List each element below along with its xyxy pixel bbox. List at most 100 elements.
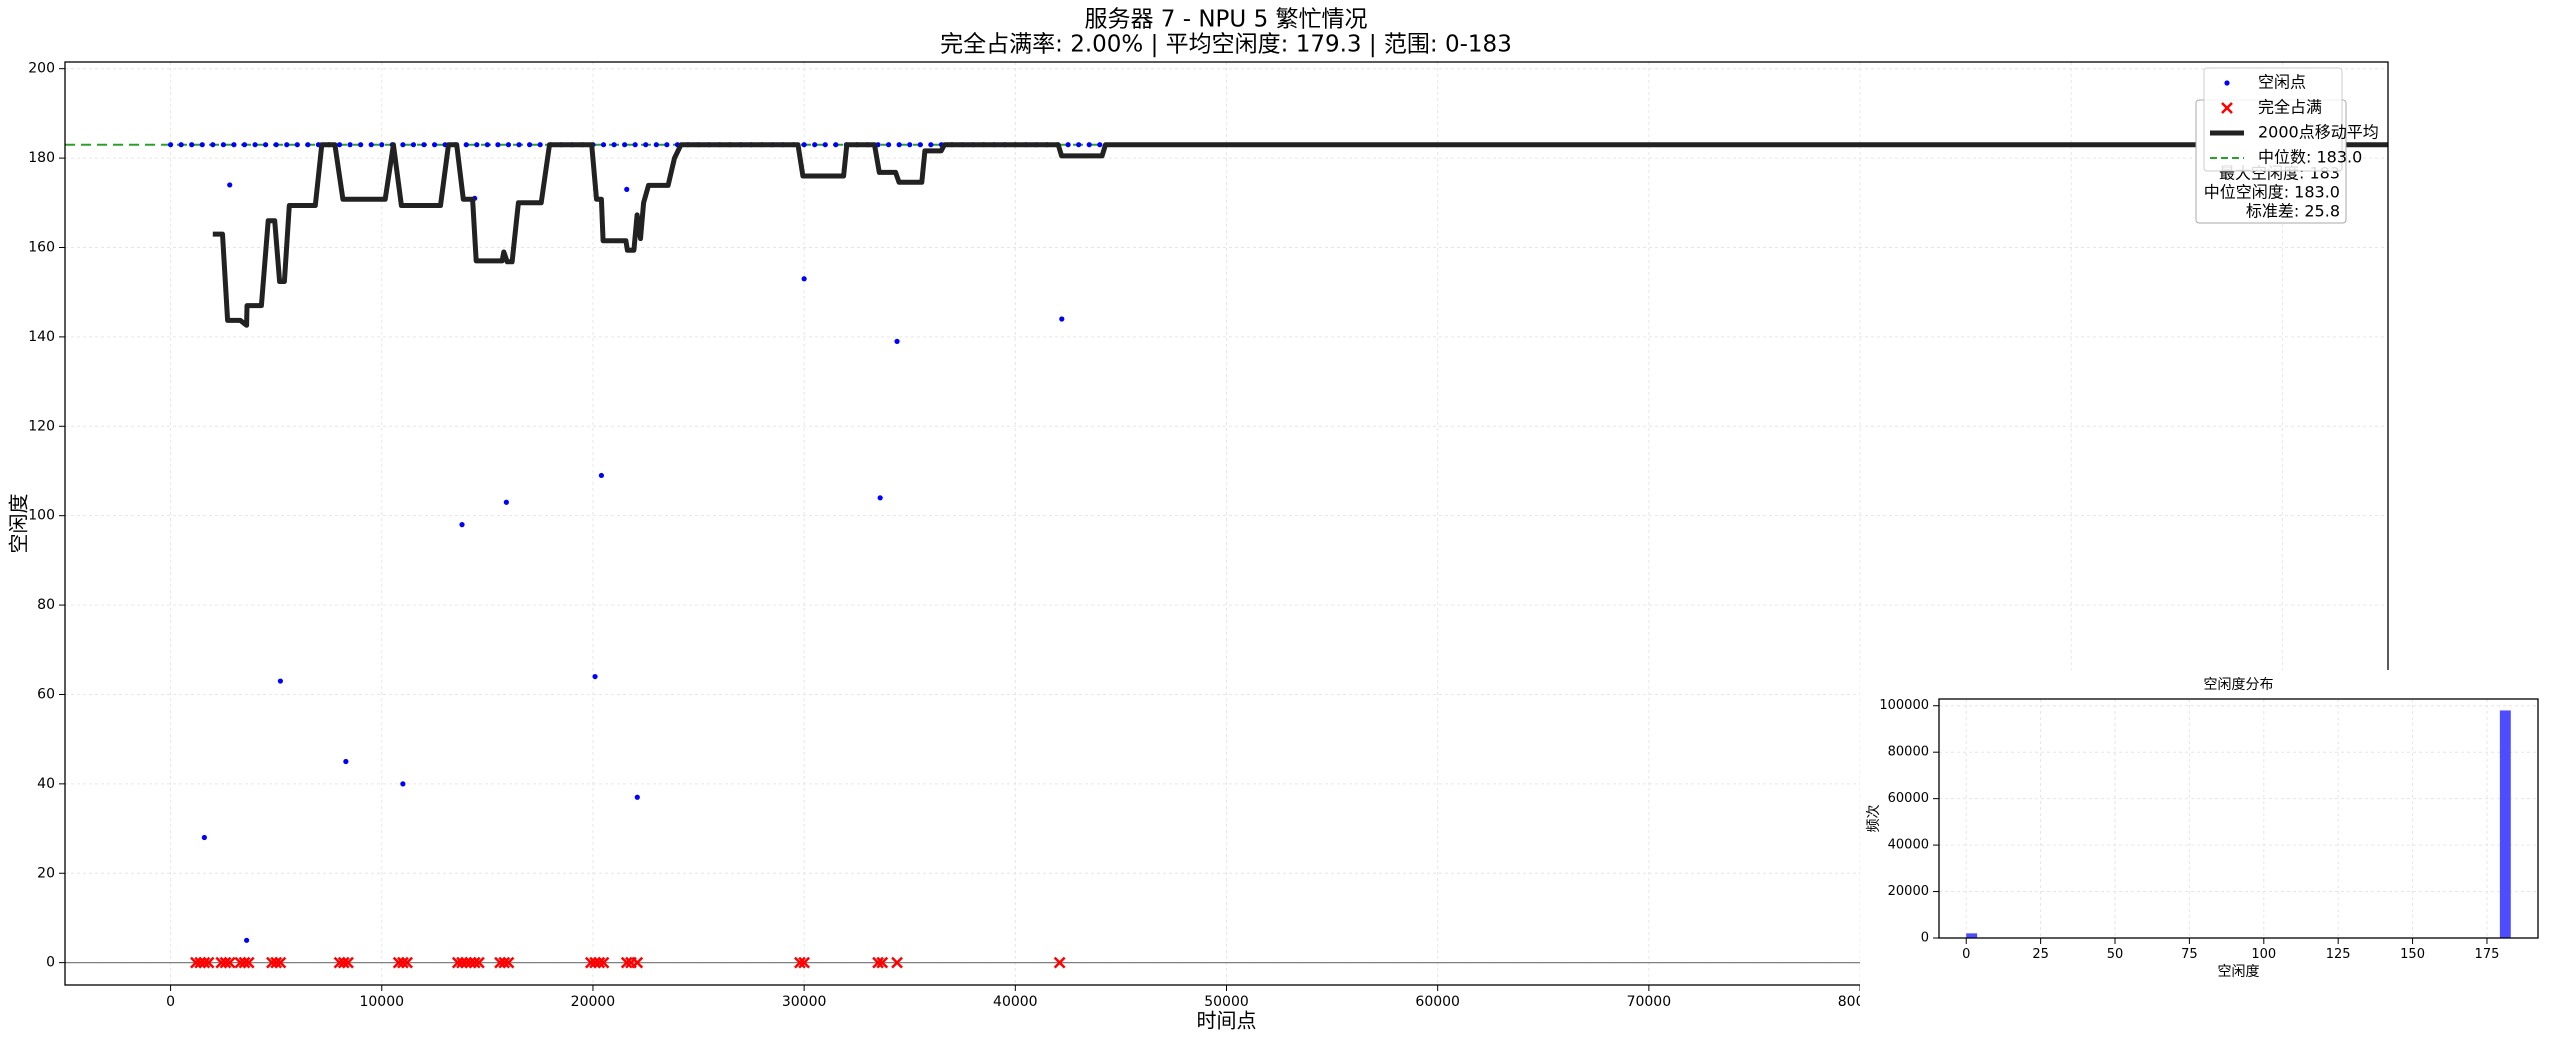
point — [896, 142, 902, 148]
x-marker — [337, 956, 350, 969]
stats-text: 中位空闲度: 183.0 — [2204, 183, 2340, 202]
x-marker — [397, 956, 409, 969]
point — [421, 142, 427, 148]
point — [431, 142, 438, 148]
y-tick-label: 0 — [46, 955, 55, 971]
x-tick-label: 0 — [166, 994, 175, 1010]
x-marker — [451, 956, 464, 969]
x-marker — [798, 956, 811, 969]
y-tick-label: 100000 — [1879, 698, 1929, 713]
point — [643, 142, 649, 148]
point — [624, 186, 630, 192]
point — [894, 338, 900, 344]
x-marker — [1053, 956, 1066, 969]
point — [886, 142, 892, 148]
point — [822, 142, 828, 148]
point — [220, 142, 226, 148]
x-marker — [794, 956, 806, 969]
y-axis-label: 空闲度 — [7, 494, 31, 554]
inset-title: 空闲度分布 — [2204, 677, 2274, 693]
axes: 0100002000030000400005000060000700008000… — [28, 61, 2389, 1010]
point — [343, 758, 349, 765]
point — [527, 142, 533, 148]
x-tick-label: 125 — [2326, 947, 2351, 962]
point — [484, 142, 490, 148]
point — [1076, 142, 1082, 148]
point — [877, 495, 883, 501]
chart-subtitle: 完全占满率: 2.00% | 平均空闲度: 179.3 | 范围: 0-183 — [940, 32, 1512, 58]
y-tick-label: 140 — [28, 329, 55, 345]
histogram-bar — [2499, 710, 2511, 938]
point — [189, 142, 195, 148]
y-tick-label: 200 — [28, 61, 55, 77]
point — [537, 142, 543, 148]
x-marker — [198, 956, 211, 969]
point — [199, 142, 205, 148]
axes-frame — [1938, 698, 2539, 939]
y-tick-label: 40 — [37, 776, 55, 792]
x-marker — [401, 956, 413, 969]
point — [632, 142, 638, 148]
y-tick-label: 80 — [37, 597, 55, 613]
point — [252, 142, 258, 148]
moving-average-line — [212, 142, 2388, 328]
legend-label: 完全占满 — [2258, 98, 2322, 117]
x-marker — [473, 956, 485, 969]
x-marker — [270, 956, 283, 969]
chart-title: 服务器 7 - NPU 5 繁忙情况 — [1084, 7, 1367, 33]
x-marker — [238, 956, 251, 969]
x-marker — [597, 956, 610, 969]
point — [400, 142, 406, 148]
point — [833, 142, 839, 148]
x-tick-label: 25 — [2032, 947, 2049, 962]
legend-swatch — [2224, 80, 2230, 86]
x-tick-label: 100 — [2251, 947, 2276, 962]
x-marker — [194, 956, 207, 969]
point — [1065, 142, 1071, 148]
point — [1097, 142, 1103, 148]
x-marker — [190, 956, 202, 969]
y-tick-label: 60 — [37, 686, 55, 702]
x-marker — [202, 956, 215, 969]
y-tick-label: 180 — [28, 150, 55, 166]
y-axis-label: 频次 — [1866, 805, 1882, 833]
point — [210, 142, 216, 148]
point — [598, 472, 605, 479]
point — [622, 142, 628, 148]
y-tick-label: 60000 — [1888, 791, 1929, 806]
x-tick-label: 150 — [2400, 947, 2425, 962]
x-marker — [460, 956, 473, 969]
x-marker — [620, 956, 633, 969]
x-axis-label: 空闲度 — [2218, 964, 2260, 980]
point — [379, 142, 385, 148]
point — [928, 142, 934, 148]
point — [917, 142, 923, 148]
point — [178, 142, 184, 148]
point — [495, 142, 501, 148]
point — [227, 182, 233, 188]
x-tick-label: 50000 — [1204, 994, 1249, 1010]
stats-text: 标准差: 25.8 — [2246, 202, 2340, 221]
point — [474, 142, 480, 148]
histogram-bar — [1966, 933, 1978, 938]
point — [516, 142, 522, 148]
legend-label: 2000点移动平均 — [2258, 123, 2379, 142]
x-axis-label: 时间点 — [1197, 1009, 1257, 1033]
y-tick-label: 120 — [28, 418, 55, 434]
point — [277, 678, 284, 684]
x-marker — [584, 956, 597, 969]
point — [167, 142, 174, 148]
point — [503, 499, 509, 505]
axes-frame — [64, 61, 2389, 986]
x-tick-label: 20000 — [571, 994, 616, 1010]
y-tick-label: 0 — [1921, 931, 1929, 946]
x-marker — [468, 956, 481, 969]
x-marker — [266, 956, 278, 969]
x-tick-label: 40000 — [993, 994, 1038, 1010]
point — [801, 276, 807, 282]
point — [294, 142, 300, 148]
point — [611, 142, 617, 148]
point — [801, 142, 807, 148]
x-marker — [333, 956, 346, 969]
